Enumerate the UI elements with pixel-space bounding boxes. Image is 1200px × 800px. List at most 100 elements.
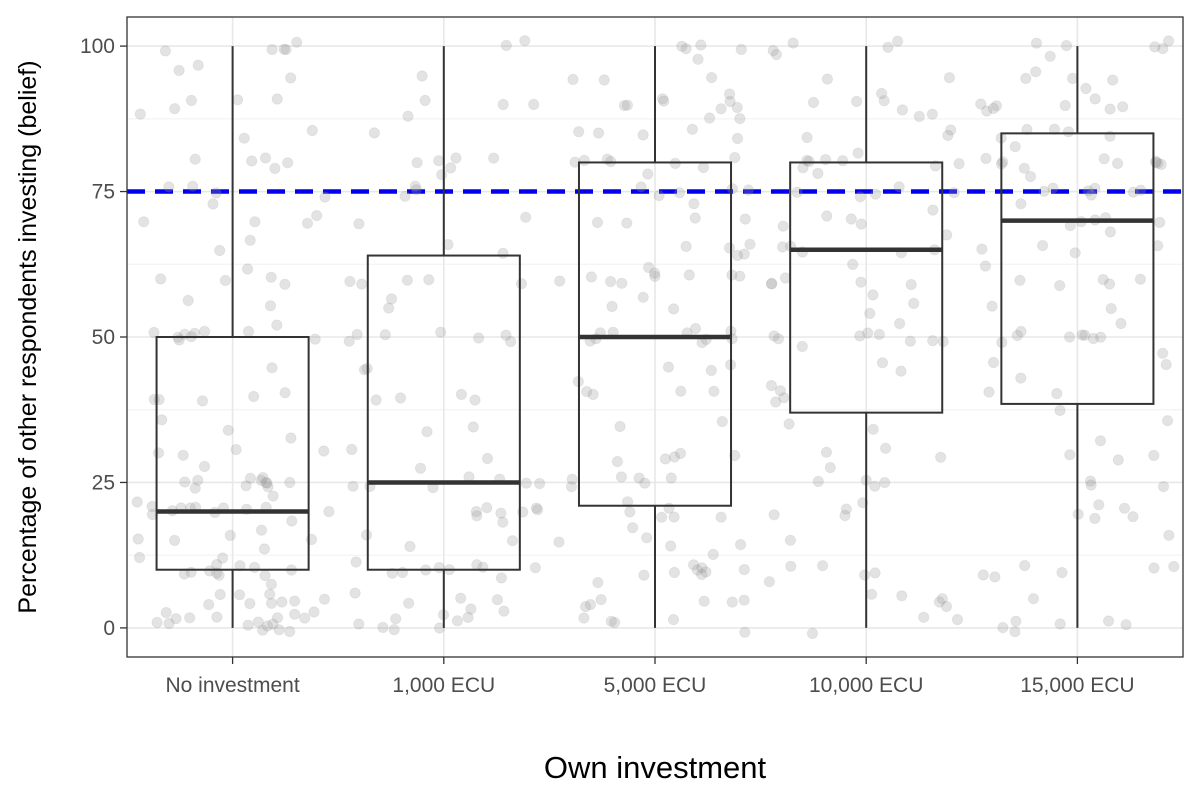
data-point <box>689 212 701 224</box>
data-point <box>859 569 871 581</box>
data-point <box>1030 66 1042 78</box>
data-point <box>689 322 702 335</box>
data-point <box>608 616 621 629</box>
data-point <box>159 45 171 57</box>
data-point <box>1105 302 1117 315</box>
data-point <box>729 152 741 164</box>
data-point <box>783 418 795 430</box>
data-point <box>207 198 219 210</box>
data-point <box>797 162 809 174</box>
data-point <box>131 496 143 508</box>
data-point <box>1155 158 1167 170</box>
boxplot-no-investment <box>155 46 310 628</box>
data-point <box>271 93 283 105</box>
data-point <box>224 529 236 542</box>
data-point <box>1021 123 1033 136</box>
data-point <box>770 396 782 408</box>
data-point <box>1168 560 1180 573</box>
data-point <box>1037 240 1049 252</box>
data-point <box>419 94 431 107</box>
data-point <box>606 300 618 312</box>
data-point <box>980 152 992 164</box>
data-point <box>803 155 815 167</box>
data-point <box>989 571 1001 583</box>
data-point <box>187 180 199 192</box>
data-point <box>495 572 507 584</box>
data-point <box>1076 329 1088 341</box>
data-point <box>573 126 585 138</box>
data-point <box>981 105 993 117</box>
data-point <box>801 131 813 144</box>
data-point <box>433 622 446 634</box>
data-point <box>411 157 423 169</box>
data-point <box>698 595 710 607</box>
data-point <box>873 328 885 340</box>
data-point <box>261 620 274 632</box>
data-point <box>146 508 158 521</box>
data-point <box>739 213 751 225</box>
data-point <box>639 477 651 489</box>
data-point <box>249 216 261 228</box>
data-point <box>668 566 681 579</box>
data-point <box>616 277 628 289</box>
data-point <box>1089 512 1101 525</box>
data-point <box>404 540 416 553</box>
data-point <box>1047 182 1059 194</box>
data-point <box>806 627 819 640</box>
data-point <box>230 443 242 456</box>
data-point <box>585 271 598 283</box>
data-point <box>291 36 303 48</box>
boxplot-1-000-ecu <box>366 46 521 628</box>
data-point <box>288 595 301 607</box>
data-point <box>259 152 272 164</box>
data-point <box>893 181 905 193</box>
data-point <box>416 70 428 82</box>
data-point <box>567 73 579 86</box>
data-point <box>189 327 201 339</box>
data-point <box>481 502 493 514</box>
data-point <box>784 534 797 546</box>
data-point <box>1054 404 1066 416</box>
data-point <box>156 414 168 426</box>
data-point <box>255 474 267 486</box>
data-point <box>774 385 787 397</box>
data-point <box>318 445 330 457</box>
data-point <box>1104 226 1117 238</box>
data-point <box>265 578 277 590</box>
data-point <box>691 564 704 576</box>
y-axis-title: Percentage of other respondents investin… <box>14 60 42 613</box>
data-point <box>279 387 291 399</box>
data-point <box>286 515 298 527</box>
data-point <box>986 300 998 312</box>
data-point <box>642 168 654 180</box>
data-point <box>638 569 650 581</box>
data-point <box>1015 372 1027 384</box>
data-point <box>445 162 457 174</box>
x-tick-label: 15,000 ECU <box>1020 674 1134 697</box>
data-point <box>869 567 881 579</box>
data-point <box>891 35 904 47</box>
data-point <box>1154 216 1166 228</box>
data-point <box>169 103 181 115</box>
data-point <box>1082 185 1094 197</box>
data-point <box>821 210 833 222</box>
data-point <box>133 551 146 564</box>
data-point <box>905 278 917 291</box>
data-point <box>867 423 879 435</box>
data-point <box>465 603 477 615</box>
data-point <box>770 48 783 61</box>
data-point <box>267 490 279 502</box>
data-point <box>529 562 542 574</box>
data-point <box>282 157 294 169</box>
data-point <box>1020 72 1032 85</box>
data-point <box>667 303 680 315</box>
data-point <box>285 72 297 84</box>
data-point <box>611 455 624 468</box>
box-iqr <box>1000 132 1155 405</box>
data-point <box>219 274 231 286</box>
data-point <box>271 612 284 624</box>
data-point <box>276 596 288 608</box>
data-point <box>688 198 700 210</box>
axes: 0 25 50 75 100 No investment 1,000 ECU 5,000 EC… <box>80 35 1135 697</box>
data-point <box>1038 185 1050 197</box>
